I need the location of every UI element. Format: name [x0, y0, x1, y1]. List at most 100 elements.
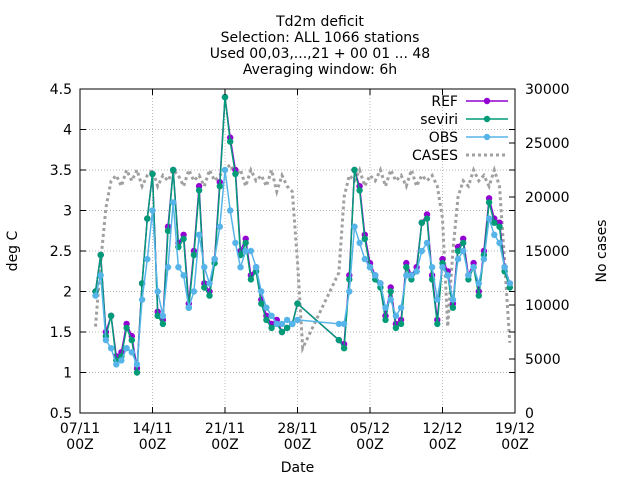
point-seviri [123, 324, 130, 332]
x-tick-label: 00Z [356, 437, 383, 453]
axes: 0.5 1 1.5 2 2.5 3 3.5 4 4.5 0 5000 10000 15000 20000 2… [50, 82, 570, 453]
point-obs [475, 280, 482, 287]
point-seviri [397, 320, 405, 328]
point-seviri [232, 170, 239, 178]
point-obs [123, 345, 130, 352]
point-obs [92, 292, 99, 299]
legend: REF seviri OBS CASES [412, 94, 508, 164]
point-obs [128, 349, 135, 356]
point-seviri [221, 93, 229, 101]
point-seviri [227, 138, 234, 145]
point-obs [387, 296, 394, 303]
point-obs [164, 264, 172, 271]
title-line: Used 00,03,...,21 + 00 01 ... 48 [210, 46, 430, 62]
point-seviri [278, 328, 286, 336]
point-obs [227, 207, 234, 214]
x-tick-label: 00Z [429, 437, 456, 453]
legend-label-seviri: seviri [420, 112, 458, 128]
x-axis-label: Date [281, 460, 314, 476]
point-obs [392, 312, 400, 319]
point-obs [423, 239, 431, 247]
point-obs [247, 247, 255, 255]
point-obs [273, 320, 280, 328]
point-seviri [128, 336, 135, 344]
point-seviri [403, 264, 410, 271]
point-seviri [144, 215, 151, 222]
y-tick-label: 3.5 [50, 163, 72, 179]
legend-label-ref: REF [431, 94, 458, 110]
point-seviri [107, 312, 115, 319]
legend-label-obs: OBS [429, 130, 458, 146]
legend-label-cases: CASES [412, 148, 458, 164]
point-obs [408, 272, 415, 279]
point-seviri [283, 324, 291, 332]
x-tick-label: 12/12 [422, 421, 462, 437]
point-seviri [449, 304, 457, 311]
point-obs [195, 231, 203, 238]
point-seviri [356, 187, 363, 194]
point-obs [480, 255, 488, 263]
point-obs [506, 280, 513, 287]
legend-marker-obs [483, 133, 491, 141]
point-obs [403, 272, 410, 279]
point-seviri [195, 187, 203, 194]
point-obs [485, 215, 493, 222]
title-line: Td2m deficit [275, 14, 364, 30]
point-obs [159, 312, 167, 319]
point-obs [335, 320, 343, 328]
y2-tick-label: 0 [525, 406, 534, 422]
point-seviri [434, 320, 441, 328]
point-seviri [180, 235, 187, 242]
point-seviri [335, 336, 343, 344]
point-seviri [346, 276, 353, 283]
x-tick-label: 00Z [284, 437, 311, 453]
point-obs [372, 272, 379, 279]
x-tick-label: 28/11 [277, 421, 317, 437]
point-obs [439, 264, 446, 271]
y-tick-label: 0.5 [50, 406, 72, 422]
point-seviri [294, 300, 301, 307]
point-obs [190, 288, 198, 295]
point-obs [470, 264, 477, 271]
point-seviri [392, 324, 400, 332]
point-seviri [387, 288, 394, 295]
point-seviri [164, 227, 172, 234]
point-obs [283, 316, 291, 324]
point-obs [351, 223, 358, 230]
point-seviri [258, 300, 265, 307]
point-seviri [418, 219, 425, 226]
point-obs [185, 304, 192, 311]
title-line: Averaging window: 6h [243, 62, 397, 78]
legend-marker-seviri [483, 115, 491, 123]
x-tick-label: 00Z [211, 437, 238, 453]
point-obs [138, 296, 146, 303]
point-obs [258, 288, 265, 295]
point-seviri [133, 369, 141, 376]
point-seviri [216, 183, 223, 190]
point-seviri [475, 292, 482, 299]
x-tick-label: 00Z [501, 437, 528, 453]
point-obs [263, 304, 270, 311]
point-obs [175, 264, 182, 271]
point-seviri [201, 284, 208, 291]
point-obs [278, 320, 286, 328]
y-axis-label: deg C [5, 230, 21, 271]
point-seviri [190, 251, 198, 259]
title-line: Selection: ALL 1066 stations [221, 30, 420, 46]
point-obs [340, 320, 348, 328]
point-obs [206, 280, 213, 287]
x-tick-label: 05/12 [350, 421, 390, 437]
data-series [92, 93, 513, 376]
point-obs [501, 264, 508, 271]
point-obs [356, 239, 363, 247]
point-obs [491, 231, 498, 238]
point-obs [465, 272, 472, 279]
point-obs [413, 268, 420, 275]
point-obs [144, 255, 151, 263]
point-obs [201, 264, 208, 271]
point-obs [149, 207, 156, 214]
chart-title: Td2m deficit Selection: ALL 1066 station… [210, 14, 430, 78]
point-seviri [97, 251, 104, 259]
